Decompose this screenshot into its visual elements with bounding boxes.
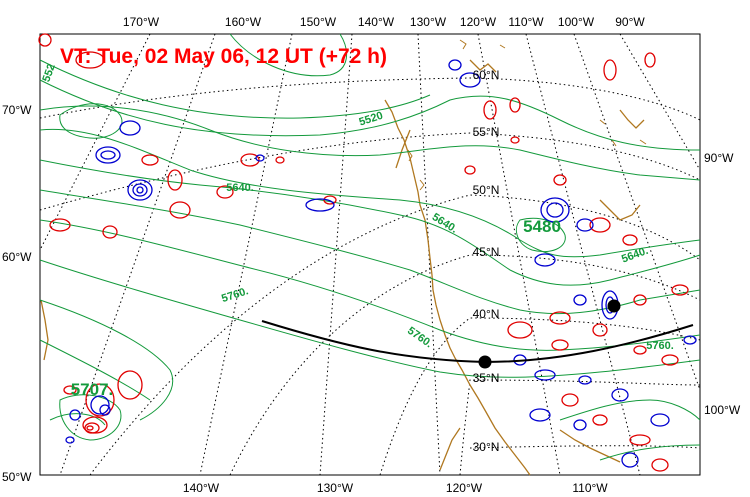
map-title: VT: Tue, 02 May 06, 12 UT (+72 h): [60, 45, 387, 68]
edge-label-left: 60°W: [2, 250, 32, 264]
lon-label-top: 140°W: [358, 15, 395, 29]
lat-label: 50°N: [473, 183, 500, 197]
lon-label-top: 160°W: [225, 15, 262, 29]
lat-label: 55°N: [473, 125, 500, 139]
map-frame: [39, 33, 701, 476]
contour-label: 5640.: [226, 182, 254, 194]
contour-label-large: 5707.: [71, 380, 114, 399]
positive-contours: [38, 33, 689, 472]
lat-label: 35°N: [473, 371, 500, 385]
contour-label: 552: [40, 62, 58, 83]
lon-label-bottom: 130°W: [317, 481, 354, 495]
edge-label-left: 70°W: [2, 103, 32, 117]
edge-label-right: 90°W: [704, 151, 734, 165]
lat-label: 60°N: [473, 68, 500, 82]
lon-label-top: 130°W: [410, 15, 447, 29]
lon-label-bottom: 110°W: [572, 481, 608, 495]
lon-label-bottom: 120°W: [446, 481, 483, 495]
lon-label-bottom: 140°W: [183, 481, 220, 495]
lon-label-top: 90°W: [615, 15, 645, 29]
lon-label-top: 120°W: [460, 15, 497, 29]
lat-label: 45°N: [473, 245, 500, 259]
lon-label-top: 150°W: [300, 15, 337, 29]
lon-label-top: 170°W: [123, 15, 160, 29]
lat-label: 40°N: [473, 307, 500, 321]
lon-label-top: 110°W: [508, 15, 544, 29]
contour-label: 5760.: [646, 340, 674, 352]
height-contours: [39, 33, 701, 461]
negative-contours: [65, 59, 697, 468]
contour-label-large: 5480: [523, 217, 561, 236]
track-marker-east: [607, 299, 621, 313]
track-marker-west: [478, 355, 492, 369]
lon-label-top: 100°W: [558, 15, 595, 29]
lat-label: 30°N: [473, 440, 500, 454]
edge-label-right: 100°W: [704, 403, 741, 417]
edge-label-left: 50°W: [2, 470, 32, 484]
